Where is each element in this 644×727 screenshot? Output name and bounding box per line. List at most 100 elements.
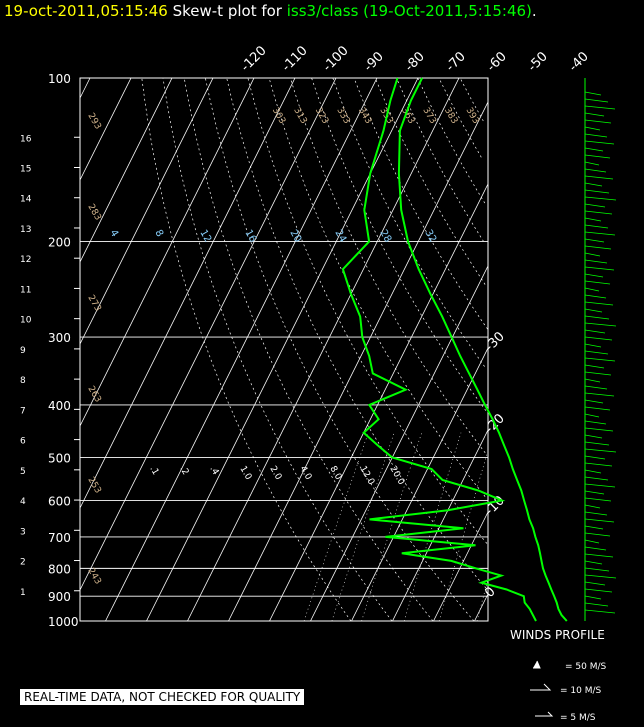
plot-frame: [79, 77, 489, 622]
pressure-tick-label: 200: [48, 235, 71, 249]
title-end: .: [531, 2, 537, 20]
dry-adiabats: [141, 77, 488, 622]
height-tick-label: 5: [20, 467, 26, 477]
isotherm-line: [310, 265, 489, 622]
wind-barb: [584, 448, 617, 453]
wind-barb: [584, 329, 606, 334]
height-tick-label: 15: [20, 164, 31, 174]
mixing-ratio-line: [331, 432, 395, 622]
wind-barb: [584, 378, 601, 383]
sat-mixing-label: 12.0: [357, 465, 376, 488]
height-tick-label: 6: [20, 437, 26, 447]
wind-barb: [584, 91, 602, 96]
wind-barb: [584, 595, 602, 600]
dry-adiabat-line: [438, 77, 482, 158]
title-station: iss3/class (19-Oct-2011,5:15:46): [286, 2, 532, 20]
top-temp-tick-label: -60: [484, 49, 510, 75]
top-temp-tick-label: -50: [525, 49, 551, 75]
theta-label: 283: [85, 203, 102, 223]
wind-barb: [584, 168, 607, 173]
height-tick-label: 10: [20, 316, 32, 326]
wind-barb: [584, 483, 616, 488]
isobars: [80, 77, 488, 622]
isotherm-line: [146, 77, 419, 622]
wind-legend-50: = 50 M/S: [565, 662, 607, 672]
wind-barb: [584, 154, 611, 159]
wind-barb: [584, 588, 613, 593]
isotherm-line: [79, 77, 255, 427]
dry-adiabat-line: [396, 77, 484, 242]
mixing-ratio-label: 28: [377, 228, 393, 245]
wind-barb: [584, 287, 600, 292]
wind-barb: [584, 553, 614, 558]
top-temp-tick-label: -90: [361, 49, 387, 75]
wind-barb: [584, 308, 603, 313]
top-temp-tick-label: -120: [238, 43, 269, 74]
wind-barb: [584, 245, 612, 250]
isotherm-line: [228, 101, 489, 622]
wind-barb: [584, 315, 610, 320]
title-bar: 19-oct-2011,05:15:46 Skew-t plot for iss…: [4, 2, 537, 20]
dry-adiabat-line: [162, 77, 393, 622]
theta-label: 383: [442, 106, 459, 126]
wind-legend-10: = 10 M/S: [560, 686, 602, 696]
wind-barb: [584, 196, 617, 201]
dry-adiabat-line: [459, 77, 484, 122]
wind-barb: [584, 497, 612, 502]
height-tick-label: 3: [20, 527, 26, 537]
sat-mixing-label: 1.0: [237, 465, 253, 483]
theta-label: 243: [85, 567, 102, 587]
wind-barb: [584, 364, 605, 369]
wind-barb: [584, 210, 613, 215]
top-temp-tick-label: -70: [443, 49, 469, 75]
wind-barb: [584, 126, 601, 131]
dry-adiabat-line: [247, 77, 488, 544]
theta-label: 273: [85, 294, 102, 314]
isotherm-line: [79, 77, 296, 509]
wind-barb: [584, 525, 604, 530]
theta-label: 373: [420, 106, 437, 126]
saturation-lines: [303, 432, 489, 622]
wind-barb: [584, 434, 603, 439]
wind-barb: [584, 413, 600, 418]
wind-barb: [584, 546, 607, 551]
wind-barb: [584, 189, 610, 194]
wind-barb: [584, 539, 600, 544]
theta-label: 333: [334, 106, 351, 126]
axis-labels: 1002003004005006007008009001000123456789…: [20, 43, 592, 629]
pressure-tick-label: 800: [48, 562, 71, 576]
wind-barb: [584, 273, 604, 278]
wind-barb: [584, 336, 613, 341]
mixing-ratio-line: [476, 579, 489, 622]
wind-barb: [584, 238, 605, 243]
wind-barb: [584, 462, 613, 467]
isotherm-line: [433, 511, 489, 622]
wind-barb: [584, 406, 611, 411]
isotherm-line: [187, 77, 460, 622]
top-temp-tick-label: -100: [320, 43, 351, 74]
wind-barb: [584, 357, 616, 362]
mixing-ratio-label: 32: [422, 228, 438, 245]
wind-barb: [584, 469, 602, 474]
mixing-ratio-label: 16: [242, 228, 258, 245]
dry-adiabat-line: [374, 77, 486, 285]
dry-adiabat-line: [205, 77, 475, 622]
theta-label: 323: [313, 106, 330, 126]
wind-barb: [584, 203, 606, 208]
pressure-tick-label: 500: [48, 452, 71, 466]
height-tick-label: 13: [20, 225, 31, 235]
top-temp-tick-label: -80: [402, 49, 428, 75]
wind-barb: [584, 441, 610, 446]
pressure-tick-label: 300: [48, 331, 71, 345]
title-mid: Skew-t plot for: [172, 2, 282, 20]
pressure-tick-label: 1000: [48, 615, 79, 629]
pressure-tick-label: 700: [48, 531, 71, 545]
theta-label: 263: [85, 385, 102, 405]
dry-adiabat-line: [289, 77, 486, 454]
isotherm-line: [474, 593, 489, 622]
isotherm-line: [79, 77, 91, 99]
sat-mixing-label: 20.0: [387, 465, 406, 488]
wind-barb: [584, 420, 607, 425]
isotherms: [79, 77, 489, 622]
wind-barb: [584, 504, 601, 509]
